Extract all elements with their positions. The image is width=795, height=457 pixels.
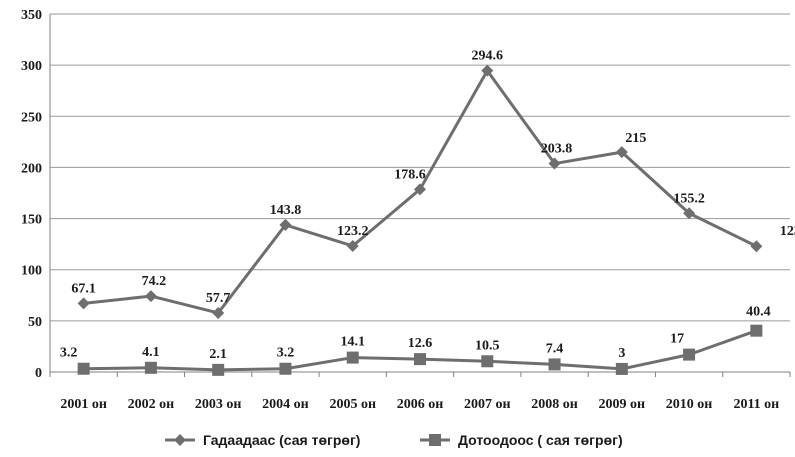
square-marker [615, 362, 628, 375]
diamond-marker [346, 239, 359, 252]
x-tick-label: 2005 он [329, 397, 376, 412]
diamond-marker [414, 183, 426, 196]
data-label: 14.1 [340, 335, 365, 350]
y-tick-label: 350 [21, 8, 42, 23]
y-tick-label: 100 [21, 264, 42, 279]
data-label: 7.4 [546, 341, 564, 356]
data-label: 155.2 [673, 191, 705, 206]
legend: Гадаадаас (сая төгрөг) Дотоодоос ( сая тө… [165, 432, 623, 448]
data-labels: 67.1 74.2 57.7 143.8 123.2 178.6 294.6 203.8 215… [60, 49, 795, 362]
square-marker [683, 348, 696, 361]
y-tick-label: 50 [28, 315, 42, 330]
y-tick-label: 300 [21, 59, 42, 74]
x-tick-label: 2002 он [128, 397, 175, 412]
legend-label: Гадаадаас (сая төгрөг) [203, 432, 360, 448]
data-label: 215 [625, 131, 646, 146]
data-label: 40.4 [746, 305, 771, 320]
x-tick-label: 2001 он [60, 397, 107, 412]
square-marker [750, 324, 763, 337]
y-axis-tick-labels: 0 50 100 150 200 250 300 350 [21, 8, 42, 381]
x-tick-label: 2009 он [599, 397, 646, 412]
square-marker [414, 353, 426, 366]
legend-label: Дотоодоос ( сая төгрөг) [458, 432, 623, 448]
x-axis-tick-labels: 2001 он 2002 он 2003 он 2004 он 2005 он 2006 … [60, 397, 779, 412]
square-marker [346, 351, 359, 364]
x-tick-label: 2010 он [666, 397, 713, 412]
diamond-marker [481, 64, 494, 77]
data-label: 17 [670, 332, 684, 347]
data-label: 3 [618, 346, 625, 361]
gridlines [50, 13, 790, 322]
diamond-marker [615, 146, 628, 159]
data-label: 143.8 [270, 203, 302, 218]
data-label: 67.1 [71, 281, 96, 296]
square-marker [481, 355, 494, 368]
x-tick-label: 2007 он [464, 397, 511, 412]
y-tick-label: 250 [21, 110, 42, 125]
data-label: 3.2 [277, 346, 295, 361]
data-label: 178.6 [394, 167, 426, 182]
data-label: 10.5 [475, 338, 500, 353]
y-tick-label: 150 [21, 213, 42, 228]
square-marker [212, 363, 225, 376]
x-tick-label: 2008 он [531, 397, 578, 412]
data-label: 74.2 [142, 274, 167, 289]
diamond-marker [750, 240, 763, 253]
data-label: 123.2 [337, 224, 369, 239]
y-tick-label: 200 [21, 161, 42, 176]
y-tick-label: 0 [35, 366, 42, 381]
square-marker [144, 361, 157, 374]
x-tick-label: 2011 он [733, 397, 779, 412]
data-label: 203.8 [541, 142, 573, 157]
x-tick-label: 2004 он [262, 397, 309, 412]
diamond-marker [683, 207, 696, 220]
diamond-marker [77, 297, 90, 310]
diamond-marker [212, 306, 225, 319]
square-marker [279, 362, 292, 375]
square-marker [548, 358, 561, 371]
data-label: 3.2 [60, 346, 78, 361]
square-marker [77, 362, 90, 375]
legend-diamond-marker [174, 434, 186, 446]
x-tick-label: 2003 он [195, 397, 242, 412]
data-label: 12.6 [408, 336, 433, 351]
diamond-marker [279, 218, 292, 231]
data-label: 2.1 [209, 347, 227, 362]
legend-square-marker [429, 434, 441, 446]
data-label: 123 [780, 224, 795, 239]
axes [49, 14, 791, 377]
data-label: 294.6 [472, 49, 504, 64]
data-label: 4.1 [142, 345, 160, 360]
x-tick-label: 2006 он [397, 397, 444, 412]
diamond-marker [548, 157, 561, 170]
diamond-marker [144, 290, 157, 303]
data-label: 57.7 [206, 291, 231, 306]
series-lines [77, 64, 763, 376]
